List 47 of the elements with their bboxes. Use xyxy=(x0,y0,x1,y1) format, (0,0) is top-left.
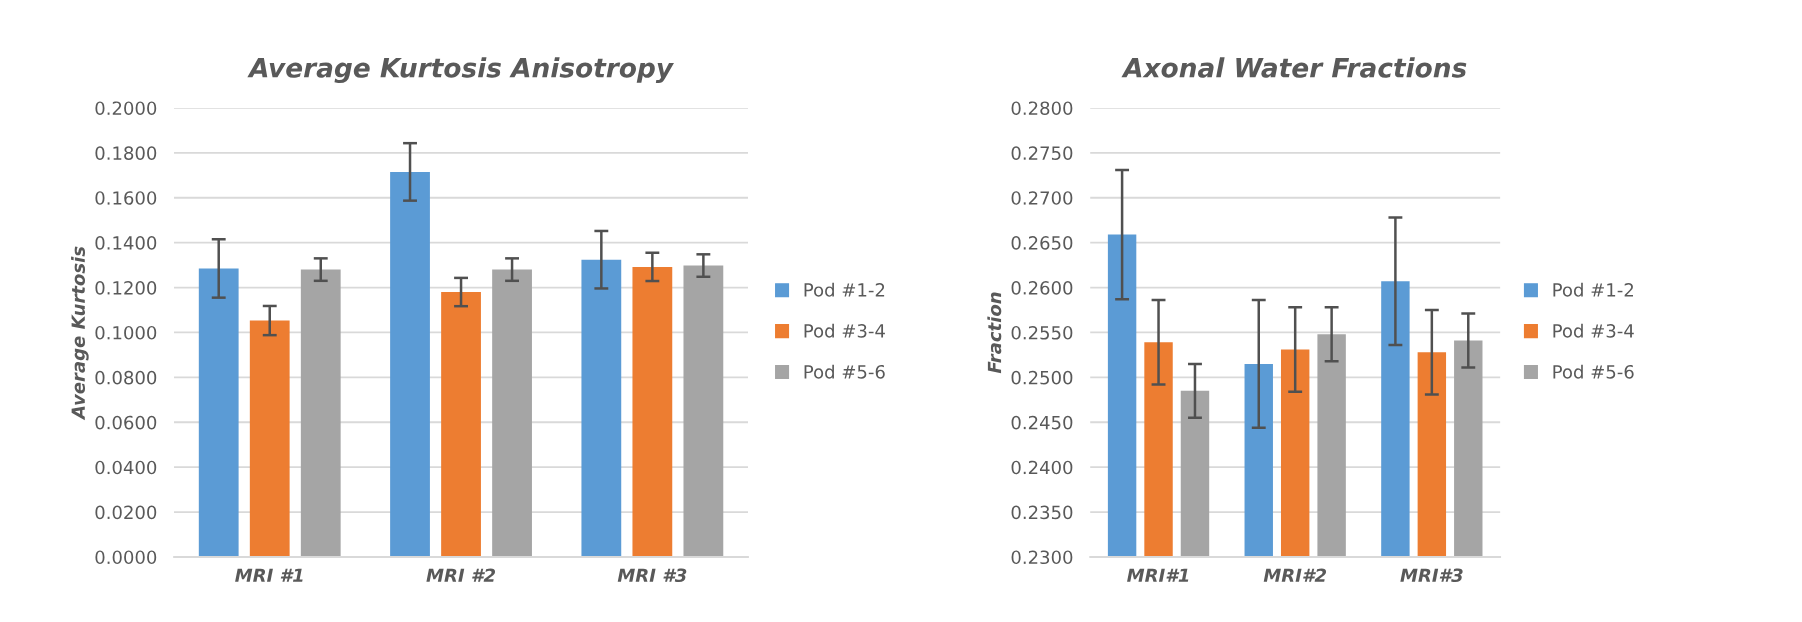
bar xyxy=(198,268,239,557)
bar xyxy=(581,259,622,557)
y-tick-label: 0.2000 xyxy=(95,101,157,116)
chart-title: Average Kurtosis Anisotropy xyxy=(247,57,674,84)
y-tick-label: 0.0800 xyxy=(95,370,157,385)
y-axis-title: Average Kurtosis xyxy=(71,246,89,421)
y-axis-title: Fraction xyxy=(987,292,1002,374)
y-tick-label: 0.1200 xyxy=(95,281,157,295)
y-tick-label: 0.2300 xyxy=(1011,550,1073,565)
y-tick-label: 0.2650 xyxy=(1011,236,1073,250)
bar xyxy=(249,320,290,557)
x-tick-label: MRI#2 xyxy=(1263,568,1327,582)
y-tick-label: 0.2750 xyxy=(1011,146,1073,160)
bar xyxy=(441,292,481,557)
x-tick-label: MRI #3 xyxy=(617,568,687,583)
y-tick-label: 0.1600 xyxy=(95,191,157,205)
y-tick-label: 0.2800 xyxy=(1011,101,1073,116)
bar xyxy=(632,266,673,557)
x-tick-label: MRI #1 xyxy=(235,568,303,582)
legend-label: Pod #3-4 xyxy=(804,323,885,338)
y-tick-label: 0.0600 xyxy=(95,415,157,430)
y-tick-label: 0.2700 xyxy=(1011,191,1073,205)
legend-label: Pod #3-4 xyxy=(1553,323,1634,338)
y-tick-label: 0.0400 xyxy=(95,460,157,475)
bar xyxy=(300,269,341,557)
bar xyxy=(683,265,724,557)
y-tick-label: 0.2550 xyxy=(1011,325,1073,340)
y-tick-label: 0.2450 xyxy=(1011,415,1073,430)
y-tick-label: 0.1000 xyxy=(95,325,157,340)
y-tick-label: 0.2600 xyxy=(1011,281,1073,295)
legend-label: Pod #1-2 xyxy=(1553,282,1633,297)
chart-title: Axonal Water Fractions xyxy=(1121,57,1467,78)
y-tick-label: 0.0200 xyxy=(95,505,157,520)
y-tick-label: 0.0000 xyxy=(95,550,157,565)
legend-label: Pod #5-6 xyxy=(804,364,885,379)
y-tick-label: 0.1400 xyxy=(95,236,157,250)
bar xyxy=(492,269,532,557)
legend-label: Pod #1-2 xyxy=(804,282,885,297)
x-tick-label: MRI#1 xyxy=(1127,568,1189,582)
legend-label: Pod #5-6 xyxy=(1553,364,1634,379)
y-tick-label: 0.2500 xyxy=(1011,370,1073,385)
y-tick-label: 0.2400 xyxy=(1011,460,1073,475)
x-tick-label: MRI #2 xyxy=(426,568,496,582)
bar xyxy=(390,171,430,557)
x-tick-label: MRI#3 xyxy=(1400,568,1463,583)
y-tick-label: 0.1800 xyxy=(95,146,157,160)
y-tick-label: 0.2350 xyxy=(1011,505,1073,520)
